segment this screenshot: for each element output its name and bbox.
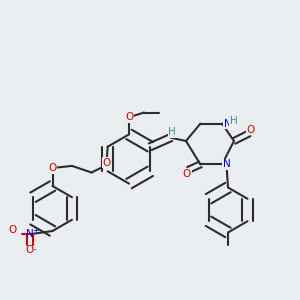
Text: N: N <box>26 229 34 239</box>
Text: O: O <box>48 163 57 173</box>
Text: O: O <box>102 158 111 168</box>
Text: O: O <box>125 112 133 122</box>
Text: O: O <box>246 125 255 135</box>
Text: N: N <box>223 159 230 170</box>
Text: O: O <box>183 169 191 179</box>
Text: -: - <box>34 245 37 254</box>
Text: N: N <box>224 118 231 129</box>
Text: +: + <box>32 226 38 235</box>
Text: O: O <box>26 245 34 255</box>
Text: O: O <box>9 225 17 236</box>
Text: H: H <box>168 127 176 137</box>
Text: H: H <box>230 116 237 126</box>
